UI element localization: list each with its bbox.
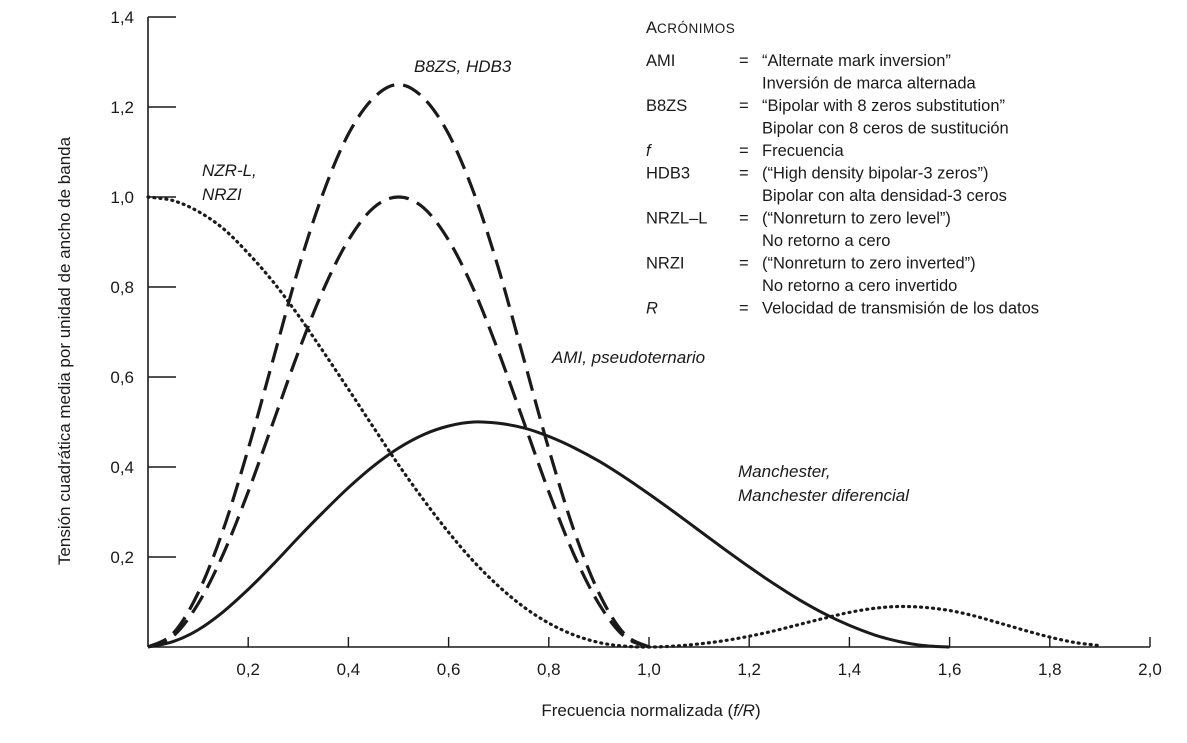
legend-value: “Bipolar with 8 zeros substitution”	[762, 97, 1005, 115]
legend-equals: =	[739, 142, 749, 160]
x-tick-label: 1,0	[637, 660, 661, 679]
legend-key: NRZL–L	[646, 210, 707, 228]
series-line-1	[147, 82, 650, 649]
legend-key: f	[646, 142, 653, 160]
y-tick-label: 1,4	[110, 8, 134, 27]
legend-translation: Bipolar con 8 ceros de sustitución	[762, 120, 1009, 138]
x-tick-label: 1,8	[1038, 660, 1062, 679]
y-ticks: 0,2 0,4 0,6 0,8 1,0 1,2 1,4	[110, 8, 176, 567]
x-tick-label: 1,4	[838, 660, 862, 679]
label-nrz-line1: NZR-L,	[202, 161, 257, 180]
series-line-2	[147, 195, 650, 649]
x-tick-label: 0,8	[537, 660, 561, 679]
legend-key: AMI	[646, 52, 675, 70]
legend-title: ACRÓNIMOS	[646, 19, 735, 37]
x-tick-label: 0,4	[337, 660, 361, 679]
y-tick-label: 1,0	[110, 188, 134, 207]
legend-translation: Bipolar con alta densidad-3 ceros	[762, 187, 1007, 205]
curves	[146, 82, 1102, 649]
series-line-0	[146, 195, 1102, 649]
legend-equals: =	[739, 300, 749, 318]
legend-value: Frecuencia	[762, 142, 844, 160]
label-ami: AMI, pseudoternario	[551, 348, 705, 367]
y-tick-label: 0,2	[110, 548, 134, 567]
legend-equals: =	[739, 165, 749, 183]
label-b8zs-hdb3: B8ZS, HDB3	[414, 57, 512, 76]
legend-translation: Inversión de marca alternada	[762, 75, 977, 93]
y-tick-label: 1,2	[110, 98, 134, 117]
legend-key: HDB3	[646, 165, 690, 183]
legend-key: R	[646, 300, 658, 318]
legend-value: “Alternate mark inversion”	[762, 52, 951, 70]
legend-equals: =	[739, 255, 749, 273]
series-line-3	[147, 420, 950, 649]
x-tick-label: 1,2	[737, 660, 761, 679]
legend-key: NRZI	[646, 255, 685, 273]
y-axis-title: Tensión cuadrática media por unidad de a…	[55, 136, 74, 565]
x-tick-label: 0,6	[437, 660, 461, 679]
legend-key: B8ZS	[646, 97, 687, 115]
x-tick-label: 2,0	[1138, 660, 1162, 679]
legend-value: Velocidad de transmisión de los datos	[762, 300, 1039, 318]
legend-translation: No retorno a cero invertido	[762, 277, 957, 295]
y-tick-label: 0,4	[110, 458, 134, 477]
label-nrz-line2: NRZI	[202, 185, 242, 204]
x-axis-title: Frecuencia normalizada (f/R)	[541, 701, 760, 720]
label-manchester-line1: Manchester,	[738, 462, 831, 481]
legend-value: (“Nonreturn to zero level”)	[762, 210, 951, 228]
y-tick-label: 0,6	[110, 368, 134, 387]
label-manchester-line2: Manchester diferencial	[738, 486, 910, 505]
x-ticks: 0,2 0,4 0,6 0,8 1,0 1,2 1,4 1,6 1,8 2,0	[236, 637, 1162, 679]
legend-equals: =	[739, 210, 749, 228]
legend-equals: =	[739, 97, 749, 115]
legend-equals: =	[739, 52, 749, 70]
legend-value: (“Nonreturn to zero inverted”)	[762, 255, 976, 273]
legend-translation: No retorno a cero	[762, 232, 890, 250]
legend-value: (“High density bipolar-3 zeros”)	[762, 165, 989, 183]
x-tick-label: 1,6	[938, 660, 962, 679]
x-tick-label: 0,2	[236, 660, 260, 679]
acronyms-legend: ACRÓNIMOS AMI = “Alternate mark inversion”…	[646, 19, 1039, 318]
y-tick-label: 0,8	[110, 278, 134, 297]
